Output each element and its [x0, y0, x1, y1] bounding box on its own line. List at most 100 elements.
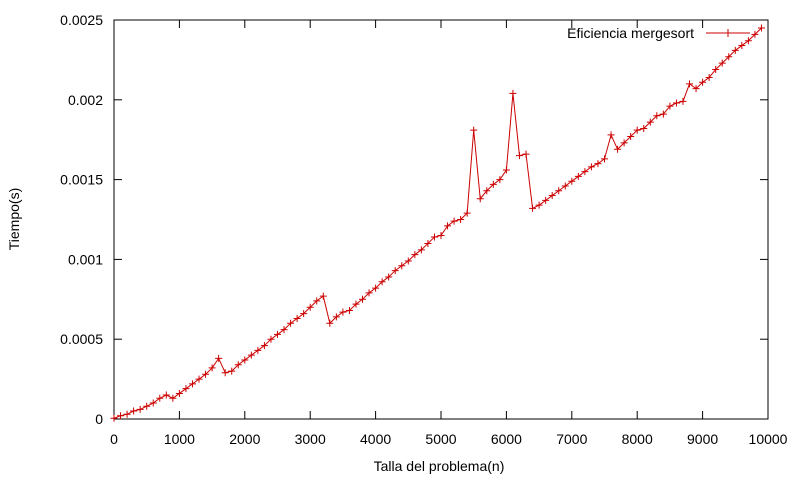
data-point-marker — [607, 131, 615, 139]
data-point-marker — [542, 196, 550, 204]
x-tick-label: 8000 — [622, 431, 653, 447]
data-point-marker — [751, 30, 759, 38]
data-point-marker — [359, 295, 367, 303]
data-point-marker — [332, 313, 340, 321]
data-point-marker — [319, 292, 327, 300]
data-point-marker — [293, 314, 301, 322]
data-point-marker — [470, 126, 478, 134]
data-point-marker — [430, 233, 438, 241]
data-point-marker — [718, 59, 726, 67]
data-point-marker — [574, 172, 582, 180]
data-point-marker — [633, 126, 641, 134]
legend-marker — [724, 29, 732, 37]
x-axis-label: Talla del problema(n) — [374, 458, 505, 474]
data-point-marker — [659, 110, 667, 118]
series — [110, 24, 765, 422]
data-point-marker — [672, 99, 680, 107]
y-tick-label: 0.0025 — [60, 12, 103, 28]
data-point-marker — [653, 112, 661, 120]
data-point-marker — [561, 182, 569, 190]
data-point-marker — [247, 351, 255, 359]
data-point-marker — [182, 385, 190, 393]
data-point-marker — [496, 176, 504, 184]
series-line — [113, 27, 762, 419]
data-point-marker — [228, 367, 236, 375]
data-point-marker — [705, 73, 713, 81]
y-tick-label: 0.002 — [68, 92, 103, 108]
data-point-marker — [679, 97, 687, 105]
data-point-marker — [424, 239, 432, 247]
data-point-marker — [601, 155, 608, 163]
data-point-marker — [202, 370, 210, 378]
data-point-marker — [712, 65, 720, 73]
y-tick-label: 0 — [95, 411, 103, 427]
data-point-marker — [339, 308, 347, 316]
data-point-marker — [437, 231, 445, 239]
data-point-marker — [509, 89, 517, 97]
data-point-marker — [692, 85, 700, 93]
data-point-marker — [548, 192, 556, 200]
data-point-marker — [280, 326, 288, 334]
data-point-marker — [699, 78, 707, 86]
data-point-marker — [110, 414, 118, 422]
data-point-marker — [757, 24, 765, 32]
data-point-marker — [568, 177, 576, 185]
data-point-marker — [300, 310, 308, 318]
data-point-marker — [744, 37, 752, 45]
data-point-marker — [489, 180, 497, 188]
data-point-marker — [365, 289, 373, 297]
data-point-marker — [130, 407, 138, 415]
x-tick-label: 9000 — [687, 431, 718, 447]
x-tick-label: 7000 — [556, 431, 587, 447]
data-point-marker — [398, 262, 406, 270]
data-point-marker — [391, 267, 399, 275]
data-point-marker — [345, 306, 353, 314]
data-point-marker — [143, 402, 151, 410]
y-tick-label: 0.001 — [68, 251, 103, 267]
data-point-marker — [221, 369, 229, 377]
data-point-marker — [306, 303, 314, 311]
data-point-marker — [149, 399, 157, 407]
data-point-marker — [156, 394, 164, 402]
data-point-marker — [385, 273, 393, 281]
x-tick-label: 1000 — [164, 431, 195, 447]
data-point-marker — [535, 201, 543, 209]
data-point-marker — [162, 391, 170, 399]
plot-frame — [113, 19, 769, 420]
data-point-marker — [188, 380, 196, 388]
legend-label: Eficiencia mergesort — [567, 25, 694, 41]
data-point-marker — [555, 187, 563, 195]
data-point-marker — [463, 209, 471, 217]
data-point-marker — [614, 145, 622, 153]
y-tick-label: 0.0015 — [60, 172, 103, 188]
y-axis-label: Tiempo(s) — [6, 188, 22, 251]
data-point-marker — [378, 278, 386, 286]
data-point-marker — [502, 166, 510, 174]
x-tick-label: 3000 — [295, 431, 326, 447]
x-tick-label: 2000 — [229, 431, 260, 447]
data-point-marker — [352, 300, 360, 308]
data-point-marker — [260, 342, 268, 350]
x-tick-label: 10000 — [749, 431, 788, 447]
data-point-marker — [444, 222, 452, 230]
data-point-marker — [627, 133, 635, 141]
ticks: 0 0.0005 0.001 0.0015 0.002 0.0025 0 1000 2000 30… — [60, 12, 788, 447]
data-point-marker — [529, 204, 537, 212]
data-point-marker — [287, 319, 295, 327]
data-point-marker — [731, 46, 739, 54]
data-point-marker — [274, 330, 281, 338]
data-point-marker — [215, 354, 223, 362]
data-point-marker — [594, 160, 602, 168]
data-point-marker — [372, 284, 380, 292]
data-point-marker — [136, 405, 144, 413]
x-tick-label: 0 — [110, 431, 118, 447]
axes — [113, 19, 769, 420]
data-point-marker — [169, 394, 177, 402]
data-point-marker — [117, 412, 125, 420]
data-point-marker — [241, 356, 249, 364]
data-point-marker — [404, 257, 412, 265]
data-point-marker — [123, 410, 131, 418]
x-tick-label: 5000 — [425, 431, 456, 447]
